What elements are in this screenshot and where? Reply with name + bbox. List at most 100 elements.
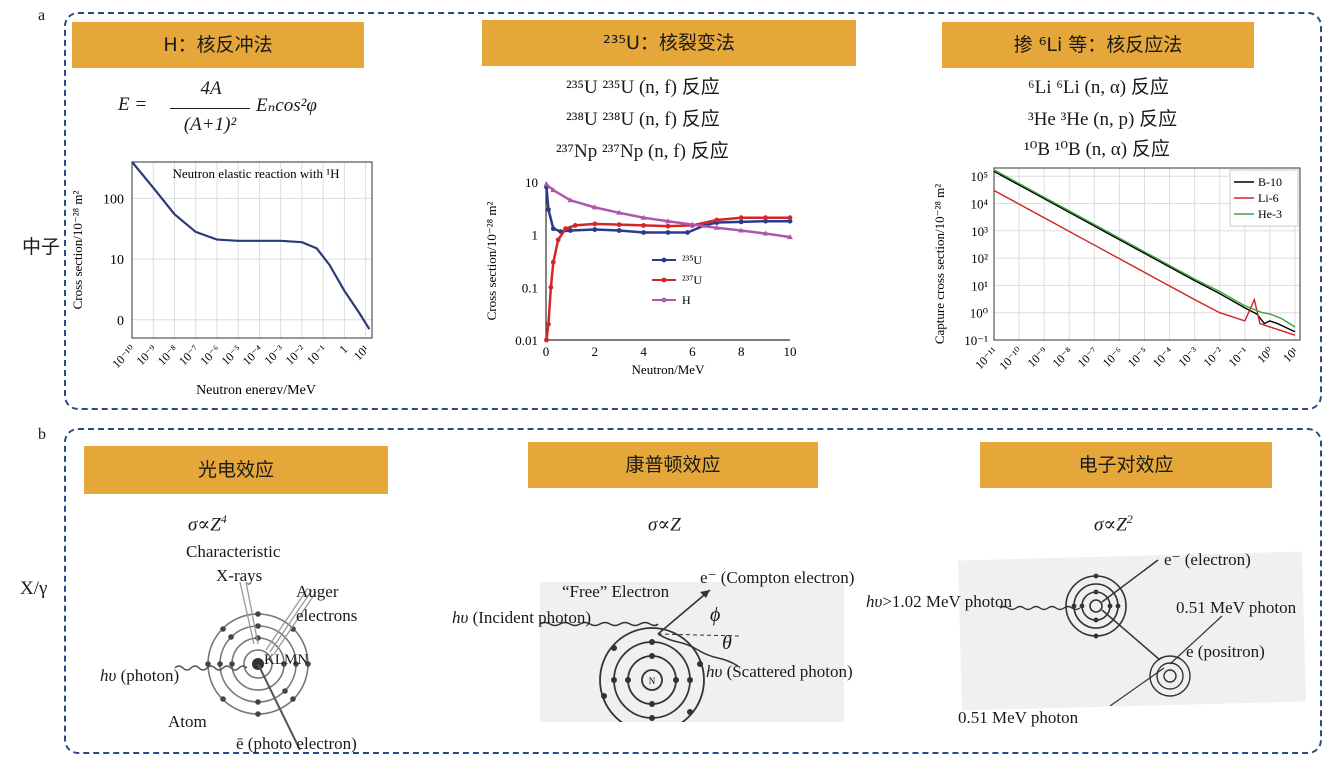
photoelectric-formula: σ∝Z4 (188, 512, 227, 536)
x-tick-label: 10⁻⁴ (240, 342, 266, 368)
auger-rays (265, 587, 317, 655)
compton-electron-arrow (657, 589, 711, 635)
x-tick-label: 10⁻⁶ (197, 342, 223, 368)
scattered-photon-wave (657, 633, 739, 667)
data-point (640, 214, 647, 220)
data-point (592, 221, 598, 227)
label-pair-incident: hυ>1.02 MeV photon (866, 592, 1012, 612)
series-He-3 (993, 169, 1296, 328)
label-shells: KLMN (264, 652, 309, 668)
header-nuclear-reaction: 掺 ⁶Li 等：核反应法 (942, 22, 1254, 68)
annihilation-photon-bottom (1109, 667, 1165, 706)
pair-electrons (1071, 573, 1121, 639)
x-tick-label: 10⁻¹ (1226, 344, 1252, 370)
pair-exp: 2 (1126, 512, 1133, 526)
compton-diagram: N (540, 589, 741, 722)
series-B-10 (993, 170, 1296, 333)
positron-track (1101, 609, 1161, 661)
y-tick-label: 10³ (971, 224, 988, 239)
panel-a-label: a (38, 7, 46, 24)
row-label-neutron: 中子 (22, 236, 61, 258)
xray-rays (239, 581, 259, 645)
label-photon: hυ (photon) (100, 666, 179, 686)
x-tick-label: 0 (543, 344, 550, 359)
series-h-elastic (131, 161, 371, 330)
positron-atom-shells (1149, 655, 1191, 697)
x-tick-label: 10¹ (1280, 344, 1301, 365)
data-point (641, 222, 646, 228)
label-photon-text: (photon) (120, 666, 180, 685)
compton-nucleus: N (649, 676, 656, 686)
x-axis-label: Neutron/MeV (632, 362, 706, 377)
series-1 (545, 216, 790, 341)
header-compton: 康普顿效应 (528, 442, 818, 488)
recoil-formula: E = 4A (A+1)² Eₙcos²φ (118, 76, 378, 146)
x-tick-label: 10⁻¹⁰ (996, 344, 1025, 373)
legend-marker (661, 297, 667, 303)
x-tick-label: 10⁻³ (261, 342, 287, 368)
y-tick-label: 10⁰ (970, 306, 988, 321)
header-recoil: H：核反冲法 (72, 22, 364, 68)
compton-electrons (601, 639, 703, 721)
x-tick-label: 10⁻⁸ (1050, 344, 1076, 370)
row-label-xgamma: X/γ (20, 578, 48, 599)
x-tick-label: 4 (640, 344, 647, 359)
label-incident-photon: hυ (Incident photon) (452, 608, 591, 628)
label-atom: Atom (168, 712, 207, 731)
x-tick-label: 2 (592, 344, 599, 359)
x-tick-label: 10 (784, 344, 797, 359)
data-point (616, 228, 622, 233)
data-point (544, 337, 549, 343)
header-photoelectric: 光电效应 (84, 446, 388, 494)
data-point (665, 223, 671, 229)
data-point (543, 181, 550, 187)
label-auger: Auger (296, 582, 339, 601)
chart-h-recoil: 10010010⁻¹⁰10⁻⁹10⁻⁸10⁻⁷10⁻⁶10⁻⁵10⁻⁴10⁻³1… (70, 161, 373, 394)
data-point (550, 226, 556, 232)
data-point (665, 230, 671, 235)
label-hv-pair: hυ (866, 592, 883, 611)
x-tick-label: 10¹ (351, 342, 372, 363)
header-pair-production: 电子对效应 (980, 442, 1272, 488)
y-tick-label: 0.1 (522, 280, 538, 295)
y-tick-label: 0.01 (515, 333, 538, 348)
data-point (763, 218, 768, 224)
x-tick-label: 10⁻¹ (304, 342, 330, 368)
formula-rhs: Eₙcos²φ (256, 95, 317, 116)
y-axis-label: Cross section/10⁻²⁸ m² (484, 201, 499, 320)
pair-diagram (999, 559, 1223, 706)
data-point (787, 218, 793, 224)
compton-sigma: σ∝Z (648, 514, 681, 536)
incident-photon-wave (540, 621, 659, 627)
data-point (550, 187, 557, 193)
data-point (713, 224, 720, 230)
x-tick-label: 10⁻⁵ (218, 342, 244, 368)
pair-sigma: σ∝Z (1094, 514, 1127, 536)
x-tick-label: 10⁻⁸ (155, 342, 181, 368)
b-reaction: ¹⁰B ¹⁰B (n, α) 反应 (1024, 139, 1170, 160)
data-point (689, 221, 696, 227)
label-hv-pe: hυ (100, 666, 117, 685)
x-tick-label: 10⁻⁷ (1075, 344, 1101, 370)
data-point (641, 230, 646, 235)
legend-marker (661, 277, 667, 283)
x-tick-label: 10⁰ (1254, 344, 1276, 366)
x-tick-label: 10⁻⁷ (176, 342, 202, 368)
legend-label: ²³⁷U (682, 273, 702, 287)
panel-b (64, 428, 1322, 754)
label-incident-text: (Incident photon) (472, 608, 592, 627)
data-point (592, 227, 598, 232)
formula-lhs: E = (118, 94, 148, 115)
x-tick-label: 10⁻⁹ (134, 342, 160, 368)
y-tick-label: 10⁵ (970, 169, 988, 184)
series-Li-6 (993, 189, 1296, 336)
x-tick-label: 8 (738, 344, 745, 359)
label-electrons: electrons (296, 606, 358, 625)
data-point (546, 207, 551, 212)
x-tick-label: 10⁻⁴ (1150, 344, 1176, 370)
data-point (572, 222, 578, 228)
label-scattered-photon: hυ (Scattered photon) (706, 662, 853, 682)
data-point (714, 217, 720, 223)
label-pair-electron: e⁻ (electron) (1164, 550, 1251, 569)
data-point (738, 215, 744, 221)
